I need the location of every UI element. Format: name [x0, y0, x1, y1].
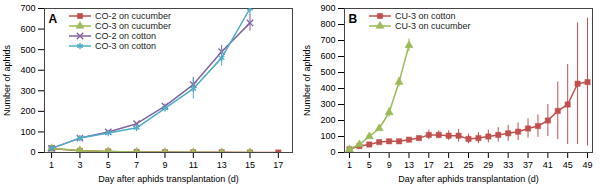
svg-text:B: B: [349, 12, 358, 26]
html-text:CO-3 on cotton: CO-3 on cotton: [95, 41, 156, 51]
html-text:CU-3 on cotton: CU-3 on cotton: [395, 11, 456, 21]
svg-text:9: 9: [162, 160, 167, 170]
svg-text:200: 200: [320, 115, 335, 125]
svg-text:0: 0: [30, 147, 35, 157]
svg-text:Day after aphids transplantati: Day after aphids transplantation (d): [98, 174, 239, 184]
svg-text:41: 41: [543, 160, 553, 170]
svg-text:1: 1: [347, 160, 352, 170]
svg-text:500: 500: [320, 67, 335, 77]
svg-text:37: 37: [523, 160, 533, 170]
svg-text:300: 300: [20, 86, 35, 96]
svg-text:3: 3: [77, 160, 82, 170]
svg-text:11: 11: [189, 160, 198, 170]
svg-text:33: 33: [503, 160, 513, 170]
svg-text:200: 200: [20, 106, 35, 116]
svg-text:5: 5: [367, 160, 372, 170]
svg-text:400: 400: [20, 65, 35, 75]
svg-text:500: 500: [20, 45, 35, 55]
svg-text:5: 5: [106, 160, 111, 170]
svg-text:13: 13: [217, 160, 227, 170]
svg-text:600: 600: [320, 51, 335, 61]
html-text:CU-3 on cucumber: CU-3 on cucumber: [395, 21, 471, 31]
svg-text:A: A: [49, 12, 58, 26]
svg-text:100: 100: [20, 127, 35, 137]
html-text:CO-3 on cucumber: CO-3 on cucumber: [95, 21, 171, 31]
html-text:CO-2 on cucumber: CO-2 on cucumber: [95, 11, 171, 21]
svg-text:29: 29: [483, 160, 493, 170]
svg-text:21: 21: [444, 160, 454, 170]
svg-text:400: 400: [320, 83, 335, 93]
svg-text:700: 700: [20, 3, 35, 13]
svg-text:900: 900: [320, 3, 335, 13]
svg-text:600: 600: [20, 24, 35, 34]
svg-text:49: 49: [583, 160, 593, 170]
svg-text:45: 45: [563, 160, 573, 170]
html-text:CO-2 on cotton: CO-2 on cotton: [95, 31, 156, 41]
svg-text:700: 700: [320, 35, 335, 45]
svg-text:100: 100: [320, 131, 335, 141]
svg-text:Number of aphids: Number of aphids: [302, 44, 312, 116]
svg-text:300: 300: [320, 99, 335, 109]
svg-text:9: 9: [387, 160, 392, 170]
svg-text:800: 800: [320, 19, 335, 29]
svg-text:25: 25: [463, 160, 473, 170]
svg-text:17: 17: [424, 160, 434, 170]
svg-text:17: 17: [273, 160, 283, 170]
svg-text:13: 13: [404, 160, 414, 170]
svg-text:7: 7: [134, 160, 139, 170]
svg-text:15: 15: [245, 160, 255, 170]
svg-text:0: 0: [330, 147, 335, 157]
svg-text:1: 1: [49, 160, 54, 170]
svg-text:Day after aphids transplantati: Day after aphids transplantation (d): [398, 174, 539, 184]
svg-text:Number of aphids: Number of aphids: [2, 44, 12, 116]
